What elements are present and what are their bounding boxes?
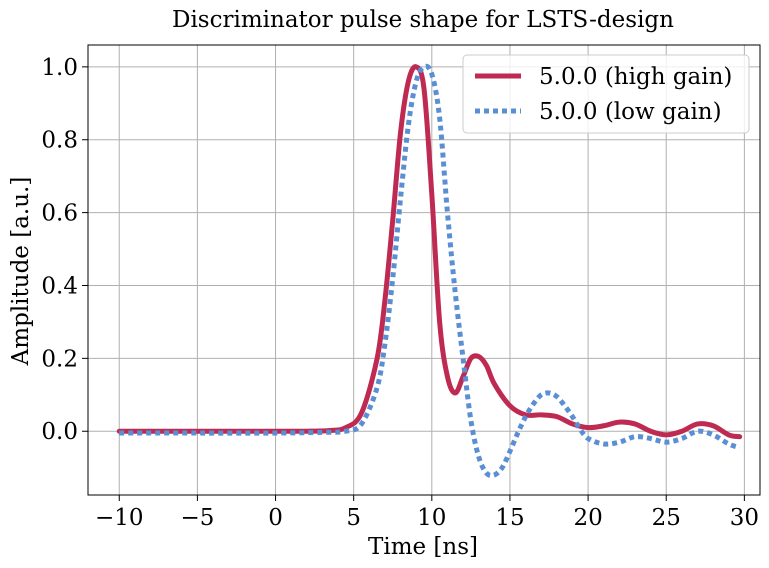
legend-label-low-gain: 5.0.0 (low gain) [539,99,722,125]
x-tick-label: 10 [417,505,446,531]
chart-title: Discriminator pulse shape for LSTS-desig… [172,7,674,33]
x-tick-label: 0 [268,505,283,531]
series-layer [116,63,743,479]
x-tick-label: 15 [495,505,524,531]
x-tick-label: −10 [95,505,144,531]
x-axis-label: Time [ns] [368,534,478,560]
x-tick-label: 20 [573,505,602,531]
axes-frame [87,44,761,496]
x-tick-label: 5 [346,505,361,531]
y-tick-label: 1.0 [41,55,78,81]
y-tick-label: 0.0 [41,419,78,445]
x-tick-label: 30 [730,505,759,531]
legend: 5.0.0 (high gain) 5.0.0 (low gain) [462,54,750,134]
y-tick-label: 0.6 [41,201,78,227]
x-tick-label: −5 [180,505,214,531]
legend-box [462,54,750,134]
y-tick-label: 0.4 [41,273,78,299]
series-line-low-gain [119,63,741,479]
x-axis-ticks: −10 −5 0 5 10 15 20 25 30 [95,495,759,531]
y-axis-label: Amplitude [a.u.] [8,177,34,367]
y-tick-label: 0.8 [41,128,78,154]
legend-label-high-gain: 5.0.0 (high gain) [539,64,732,90]
y-tick-label: 0.2 [41,346,78,372]
x-tick-label: 25 [652,505,681,531]
y-axis-ticks: 0.0 0.2 0.4 0.6 0.8 1.0 [41,55,88,445]
